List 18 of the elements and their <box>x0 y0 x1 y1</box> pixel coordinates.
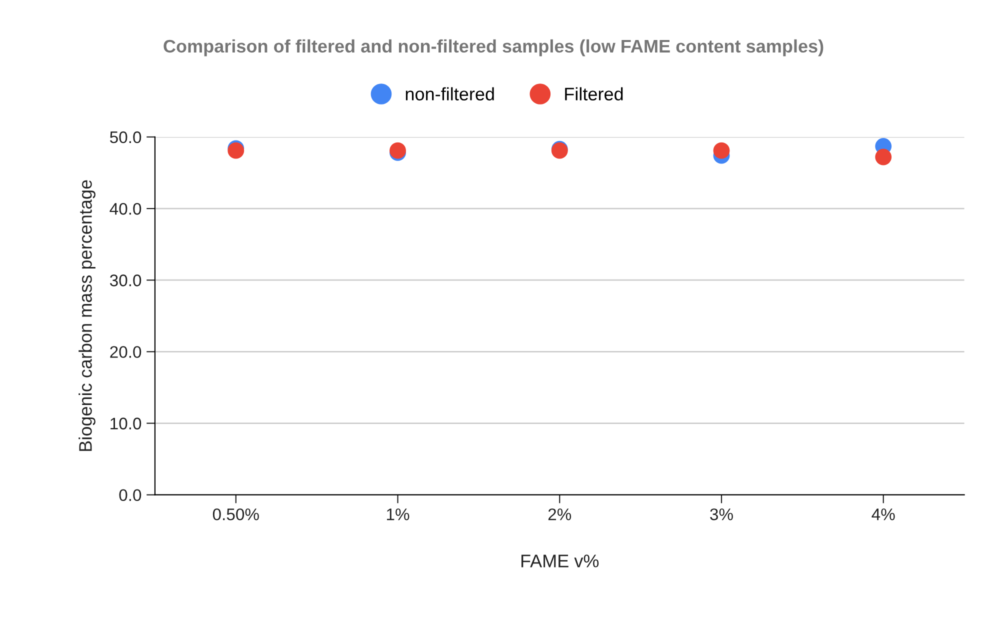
x-tick-label: 3% <box>710 508 733 520</box>
y-tick-label: 20.0 <box>110 346 142 358</box>
chart-title: Comparison of filtered and non-filtered samples (low FAME content samples) <box>164 39 824 56</box>
y-axis-title: Biogenic carbon mass percentage <box>78 180 96 451</box>
legend-label: Filtered <box>565 87 623 100</box>
x-tick-label: 1% <box>386 508 410 520</box>
legend-label: non-filtered <box>406 87 494 100</box>
point <box>875 148 892 166</box>
x-tick-label: 2% <box>548 508 572 520</box>
x-axis-title: FAME v% <box>521 554 599 568</box>
point <box>713 142 730 159</box>
y-tick-label: 0.0 <box>119 489 142 502</box>
x-tick-label: 4% <box>872 508 895 520</box>
y-tick-label: 10.0 <box>110 418 142 430</box>
y-tick-label: 30.0 <box>110 274 142 286</box>
x-tick-label: 0.50% <box>212 508 259 520</box>
y-tick-label: 40.0 <box>110 202 142 215</box>
y-tick-label: 50.0 <box>110 131 142 144</box>
